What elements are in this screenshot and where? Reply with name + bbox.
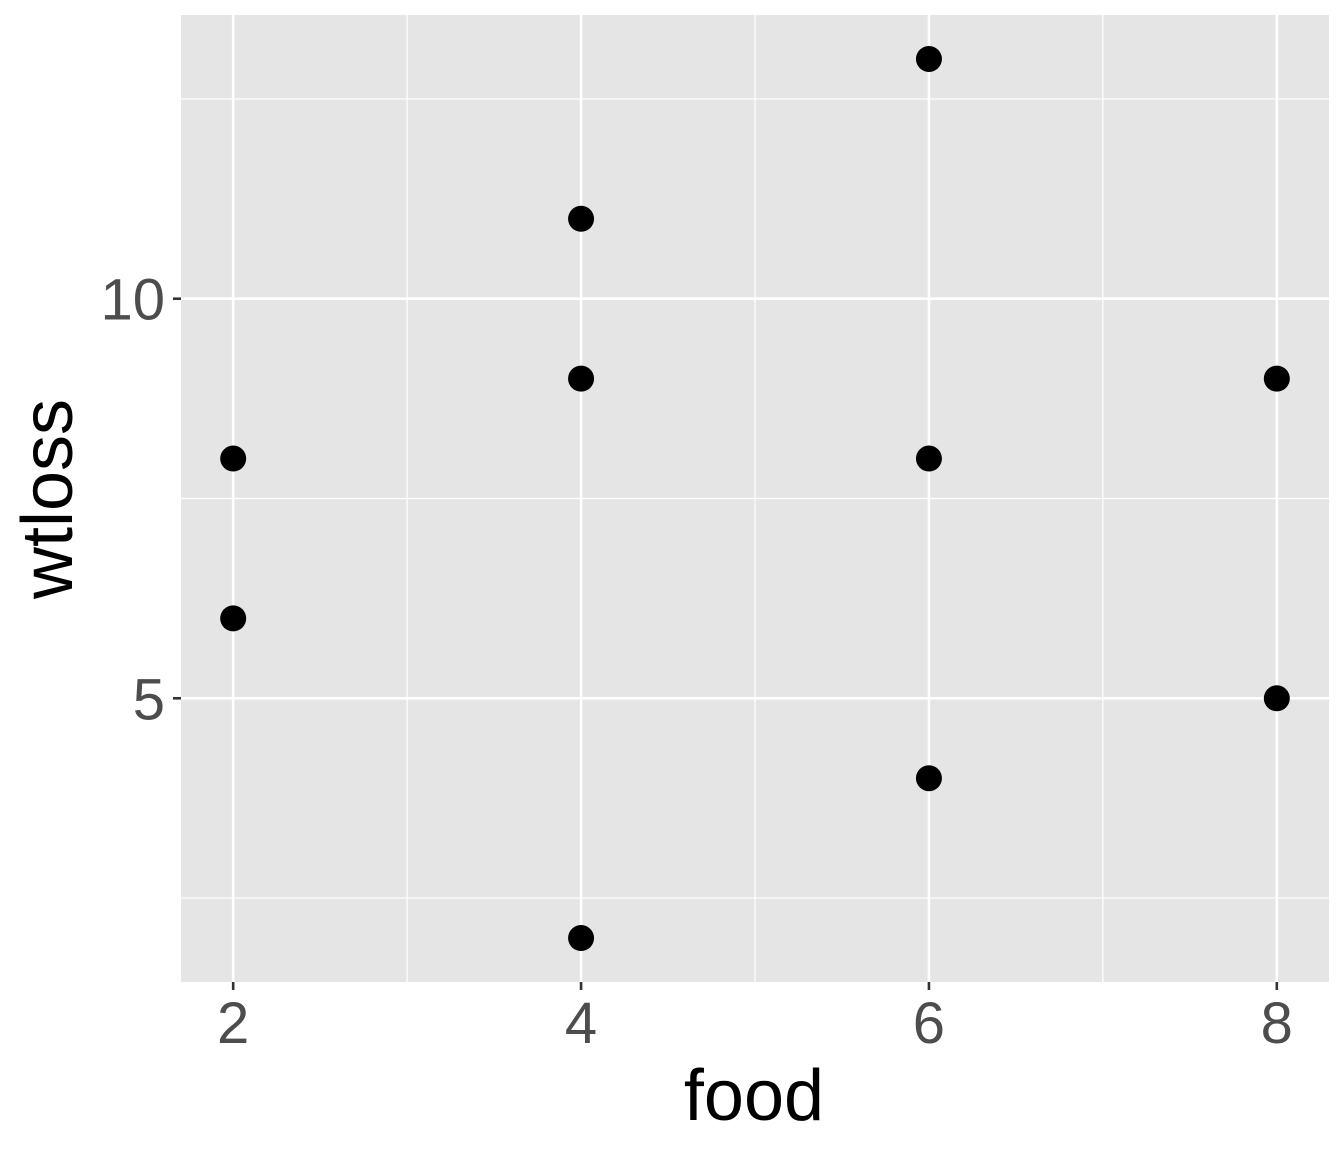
tick-labels: 2 4 6 8 5 10 — [100, 268, 1292, 1056]
data-point — [915, 45, 942, 72]
data-point — [915, 765, 942, 792]
data-points — [220, 45, 1290, 952]
data-point — [220, 445, 247, 472]
data-point — [915, 445, 942, 472]
x-tick-label: 4 — [565, 991, 597, 1056]
y-tick-label: 5 — [133, 667, 165, 732]
x-axis-title: food — [684, 1056, 824, 1136]
axis-ticks — [173, 297, 1279, 990]
major-grid — [181, 15, 1329, 982]
minor-grid — [181, 15, 1329, 982]
data-point — [568, 925, 595, 952]
data-point — [1263, 365, 1290, 392]
x-tick-label: 6 — [913, 991, 945, 1056]
data-point — [568, 365, 595, 392]
data-point — [568, 205, 595, 232]
data-point — [220, 605, 247, 632]
x-tick-label: 2 — [217, 991, 249, 1056]
y-axis-title: wtloss — [8, 399, 88, 600]
data-point — [1263, 685, 1290, 712]
y-tick-label: 10 — [100, 268, 165, 333]
x-tick-label: 8 — [1261, 991, 1293, 1056]
